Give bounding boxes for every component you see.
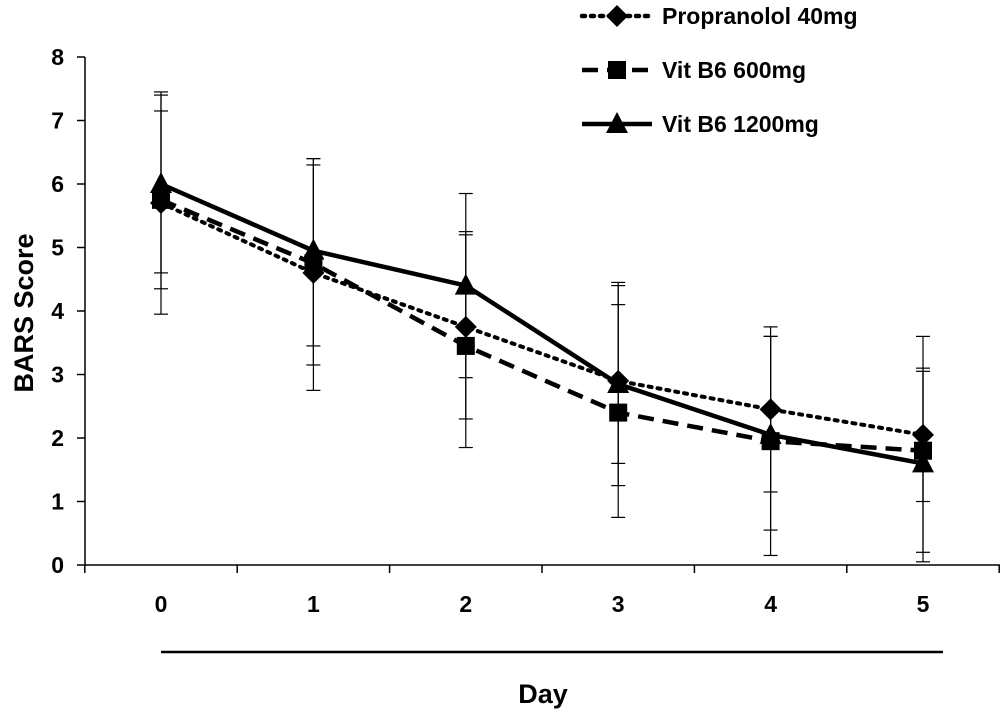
legend-label-vit-b6-600mg: Vit B6 600mg <box>662 57 806 83</box>
x-tick-label: 1 <box>307 591 320 617</box>
point-vit-b6-600mg <box>152 190 170 209</box>
legend: Propranolol 40mg Vit B6 600mg Vit B6 1200m… <box>579 3 858 137</box>
x-tick-label: 3 <box>612 591 625 617</box>
point-propranolol-40mg <box>454 315 477 338</box>
point-vit-b6-600mg <box>609 403 628 422</box>
axes: 0 1 2 3 4 5 6 7 8 0 1 2 3 4 5 <box>51 44 1000 654</box>
point-vit-b6-1200mg <box>759 422 782 444</box>
legend-marker-vit-b6-1200mg <box>606 112 628 133</box>
series-line-propranolol-40mg <box>159 201 925 437</box>
y-tick-label: 4 <box>51 298 64 324</box>
legend-label-propranolol-40mg: Propranolol 40mg <box>662 3 858 29</box>
y-tick-label: 3 <box>51 362 64 388</box>
point-vit-b6-1200mg <box>912 451 934 473</box>
point-vit-b6-1200mg <box>607 372 630 394</box>
point-propranolol-40mg <box>912 423 934 446</box>
legend-label-vit-b6-1200mg: Vit B6 1200mg <box>662 111 819 137</box>
x-tick-label: 2 <box>459 591 472 617</box>
series-line-vit-b6-1200mg <box>160 181 924 466</box>
series-line-vit-b6-600mg <box>160 197 924 453</box>
y-axis-title: BARS Score <box>9 233 39 392</box>
plot-area <box>150 91 934 563</box>
legend-marker-vit-b6-600mg <box>608 61 626 79</box>
point-vit-b6-1200mg <box>454 273 477 295</box>
y-tick-label: 0 <box>51 552 64 578</box>
y-tick-label: 7 <box>51 108 64 134</box>
y-tick-label: 5 <box>51 235 64 261</box>
point-vit-b6-1200mg <box>302 238 325 260</box>
point-vit-b6-600mg <box>914 441 932 460</box>
y-tick-label: 8 <box>51 44 64 70</box>
legend-marker-propranolol-40mg <box>606 5 628 27</box>
x-tick-label: 4 <box>764 591 777 617</box>
point-vit-b6-1200mg <box>150 172 172 193</box>
y-tick-label: 2 <box>51 425 64 451</box>
x-tick-label: 5 <box>917 591 930 617</box>
x-tick-label: 0 <box>155 591 168 617</box>
y-tick-label: 1 <box>51 489 64 515</box>
y-tick-label: 6 <box>51 171 64 197</box>
point-propranolol-40mg <box>759 398 782 421</box>
point-vit-b6-600mg <box>456 336 475 355</box>
x-axis-title: Day <box>518 679 568 709</box>
